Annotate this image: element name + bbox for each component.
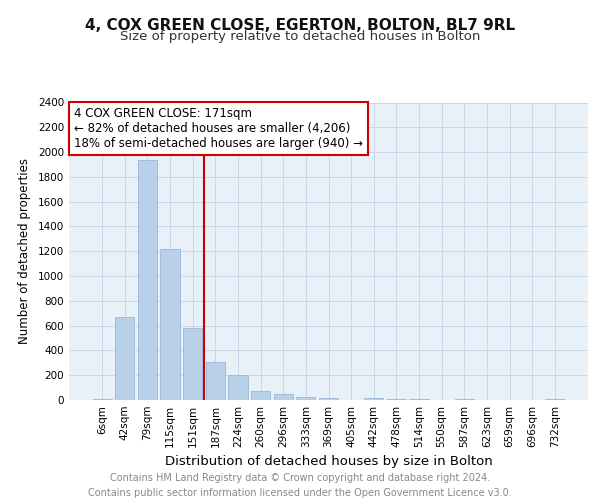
Bar: [387, 399, 406, 400]
Text: 4, COX GREEN CLOSE, EGERTON, BOLTON, BL7 9RL: 4, COX GREEN CLOSE, EGERTON, BOLTON, BL7…: [85, 18, 515, 32]
Bar: [296, 397, 316, 400]
Bar: [319, 398, 338, 400]
X-axis label: Distribution of detached houses by size in Bolton: Distribution of detached houses by size …: [164, 456, 493, 468]
Text: 4 COX GREEN CLOSE: 171sqm
← 82% of detached houses are smaller (4,206)
18% of se: 4 COX GREEN CLOSE: 171sqm ← 82% of detac…: [74, 107, 363, 150]
Bar: [138, 160, 157, 400]
Text: Contains HM Land Registry data © Crown copyright and database right 2024.
Contai: Contains HM Land Registry data © Crown c…: [88, 472, 512, 498]
Bar: [183, 328, 202, 400]
Bar: [251, 390, 270, 400]
Bar: [364, 398, 383, 400]
Bar: [229, 375, 248, 400]
Text: Size of property relative to detached houses in Bolton: Size of property relative to detached ho…: [120, 30, 480, 43]
Bar: [115, 317, 134, 400]
Bar: [206, 362, 225, 400]
Bar: [160, 249, 180, 400]
Bar: [274, 394, 293, 400]
Y-axis label: Number of detached properties: Number of detached properties: [18, 158, 31, 344]
